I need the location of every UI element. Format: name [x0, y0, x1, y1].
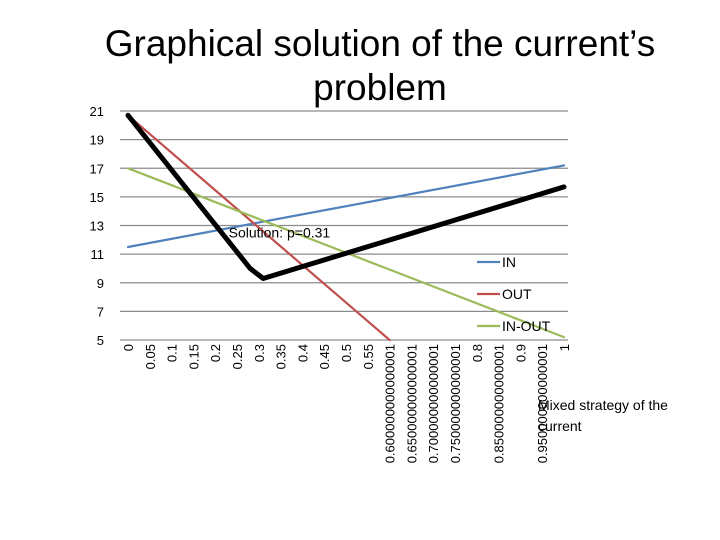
x-tick-label: 0.1: [165, 344, 180, 362]
legend-label: OUT: [502, 286, 532, 302]
x-axis-label-line: Mixed strategy of the: [538, 397, 668, 413]
y-tick-label: 9: [97, 276, 104, 291]
y-tick-label: 17: [90, 161, 104, 176]
x-tick-labels: 0 0.05 0.1 0.15 0.2 0.25 0.3 0.35 0.4 0.45 0.5 0.55…: [121, 344, 572, 463]
x-tick-label: 0.650000000000001: [404, 344, 419, 463]
y-tick-labels: 5 7 9 11 13 15 17 19 21: [90, 104, 104, 348]
x-tick-label: 0.25: [230, 344, 245, 369]
x-tick-label: 0.35: [274, 344, 289, 369]
series-line-out: [126, 114, 391, 342]
x-tick-label: 0.8: [470, 344, 485, 362]
y-tick-label: 21: [90, 104, 104, 119]
x-tick-label: 0.05: [143, 344, 158, 369]
legend-label: IN: [502, 254, 516, 270]
x-tick-label: 0.9: [513, 344, 528, 362]
y-tick-label: 7: [97, 304, 104, 319]
annotations: Solution: p=0.31: [229, 225, 331, 241]
series-lines: [125, 112, 567, 342]
solution-envelope-line: [125, 112, 567, 281]
x-tick-label: 0.850000000000001: [492, 344, 507, 463]
y-tick-label: 11: [91, 247, 105, 262]
x-tick-label: 0.4: [295, 344, 310, 362]
x-tick-label: 1: [557, 344, 572, 351]
x-tick-label: 0.950000000000001: [535, 344, 550, 463]
x-tick-label: 0.700000000000001: [426, 344, 441, 463]
x-tick-label: 0.45: [317, 344, 332, 369]
x-axis-label: Mixed strategy of the current: [538, 397, 668, 434]
y-tick-label: 5: [97, 333, 104, 348]
series-line-in: [126, 164, 566, 249]
x-axis-label-line: current: [538, 418, 582, 434]
solution-annotation: Solution: p=0.31: [229, 225, 331, 241]
y-tick-label: 19: [90, 133, 104, 148]
legend-label: IN-OUT: [502, 318, 551, 334]
x-tick-label: 0.5: [339, 344, 354, 362]
chart-title: Graphical solution of the current’s prob…: [104, 23, 656, 108]
x-tick-label: 0: [121, 344, 136, 351]
x-tick-label: 0.15: [186, 344, 201, 369]
y-tick-label: 15: [90, 190, 104, 205]
y-tick-label: 13: [90, 219, 104, 234]
x-tick-label: 0.750000000000001: [448, 344, 463, 463]
x-tick-label: 0.3: [252, 344, 267, 362]
gridlines: [120, 110, 568, 341]
x-tick-label: 0.55: [361, 344, 376, 369]
legend: IN OUT IN-OUT: [477, 254, 551, 334]
x-tick-label: 0.600000000000001: [383, 344, 398, 463]
x-tick-label: 0.2: [208, 344, 223, 362]
